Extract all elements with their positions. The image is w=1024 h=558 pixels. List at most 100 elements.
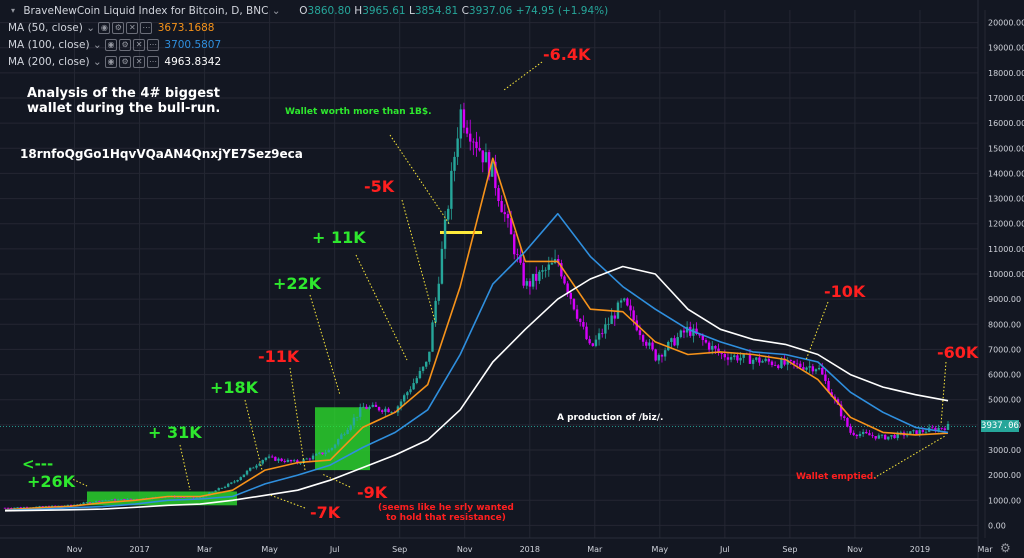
candle-body (358, 407, 362, 417)
candle-body (626, 298, 629, 306)
indicator-row-ma100[interactable]: MA (100, close) ⌄ ◉ ⚙ ✕ ⋯ 3700.5807 (8, 38, 221, 52)
candle-body (805, 367, 808, 370)
candle-body (16, 507, 19, 509)
candle-body (497, 188, 500, 202)
chevron-down-icon[interactable]: ⌄ (92, 39, 102, 51)
ma-line (4, 212, 949, 512)
x-tick-label: Jul (719, 545, 730, 554)
change-label: -60K (937, 343, 979, 362)
candle-body (871, 435, 874, 437)
visibility-icon[interactable]: ◉ (98, 22, 111, 34)
candle-body (286, 459, 290, 462)
candle-body (550, 263, 554, 265)
chevron-down-icon[interactable]: ⌄ (271, 5, 281, 17)
candle-body (214, 490, 217, 492)
candle-body (327, 450, 330, 453)
candle-body (777, 365, 780, 369)
settings-icon[interactable]: ⚙ (112, 22, 125, 34)
more-icon[interactable]: ⋯ (140, 22, 153, 34)
wallet-emptied-note: Wallet emptied. (796, 472, 877, 482)
annotation-pointer (503, 61, 543, 91)
settings-icon[interactable]: ⚙ (119, 39, 132, 51)
chevron-down-icon[interactable]: ⌄ (92, 56, 102, 68)
y-tick-label: 6000.00 (988, 371, 1021, 380)
indicator-row-ma50[interactable]: MA (50, close) ⌄ ◉ ⚙ ✕ ⋯ 3673.1688 (8, 21, 214, 35)
indicator-label[interactable]: MA (100, close) (8, 39, 90, 51)
candle-body (742, 353, 745, 358)
candle-body (258, 463, 261, 466)
annotation-pointer (309, 294, 341, 396)
candle-body (107, 500, 110, 501)
candle-body (654, 349, 657, 361)
candle-body (406, 392, 409, 396)
candle-body (98, 500, 101, 502)
more-icon[interactable]: ⋯ (147, 39, 160, 51)
candle-body (541, 270, 544, 272)
candle-body (44, 506, 48, 507)
candle-body (931, 427, 934, 429)
collapse-icon[interactable]: ▾ (10, 6, 15, 15)
indicator-label[interactable]: MA (50, close) (8, 22, 83, 34)
candle-body (66, 504, 70, 506)
remove-icon[interactable]: ✕ (126, 22, 139, 34)
symbol-title[interactable]: BraveNewCoin Liquid Index for Bitcoin, D… (23, 5, 269, 17)
annotation-pointer (289, 367, 306, 471)
y-tick-label: 19000.00 (988, 44, 1024, 53)
candle-body (852, 432, 855, 435)
candle-body (629, 305, 632, 311)
remove-icon[interactable]: ✕ (133, 39, 146, 51)
analysis-title-line1: Analysis of the 4# biggest (27, 86, 221, 101)
candle-body (940, 427, 943, 429)
candle-body (943, 428, 947, 430)
candle-body (723, 353, 727, 358)
indicator-row-ma200[interactable]: MA (200, close) ⌄ ◉ ⚙ ✕ ⋯ 4963.8342 (8, 55, 221, 69)
change-label: -9K (357, 483, 388, 502)
candle-body (487, 152, 491, 177)
visibility-icon[interactable]: ◉ (105, 56, 118, 68)
x-tick-label: Sep (782, 545, 797, 554)
low-value: 3854.81 (414, 5, 459, 17)
candle-body (462, 109, 466, 128)
visibility-icon[interactable]: ◉ (105, 39, 118, 51)
y-tick-label: 7000.00 (988, 345, 1021, 354)
settings-icon[interactable]: ⚙ (119, 56, 132, 68)
y-tick-label: 17000.00 (988, 94, 1024, 103)
high-label: H (354, 5, 363, 17)
candle-body (528, 281, 532, 287)
candle-body (242, 474, 246, 478)
y-tick-label: 10000.00 (988, 270, 1024, 279)
candle-body (899, 432, 903, 434)
candle-body (729, 357, 733, 360)
gear-icon[interactable]: ⚙ (1000, 541, 1011, 555)
candle-body (711, 345, 714, 350)
remove-icon[interactable]: ✕ (133, 56, 146, 68)
chevron-down-icon[interactable]: ⌄ (86, 22, 96, 34)
candle-body (277, 458, 280, 461)
candle-body (324, 452, 327, 455)
x-tick-label: Jul (329, 545, 340, 554)
candle-body (198, 497, 202, 499)
candle-body (292, 460, 296, 462)
indicator-value: 3700.5807 (164, 39, 222, 51)
candle-body (239, 477, 242, 480)
candle-body (519, 254, 522, 263)
y-tick-label: 3000.00 (988, 446, 1021, 455)
candle-body (808, 366, 811, 368)
candle-body (343, 434, 346, 435)
indicator-label[interactable]: MA (200, close) (8, 56, 90, 68)
candle-body (758, 357, 761, 363)
y-tick-label: 1000.00 (988, 496, 1021, 505)
candle-body (491, 161, 494, 177)
candle-body (54, 505, 57, 507)
change-label: -10K (824, 282, 866, 301)
more-icon[interactable]: ⋯ (147, 56, 160, 68)
candle-body (13, 507, 16, 509)
candles (3, 102, 950, 509)
candle-body (601, 333, 604, 335)
candle-body (912, 430, 915, 432)
candle-body (783, 359, 786, 365)
candle-body (585, 326, 588, 340)
candle-body (453, 156, 456, 171)
